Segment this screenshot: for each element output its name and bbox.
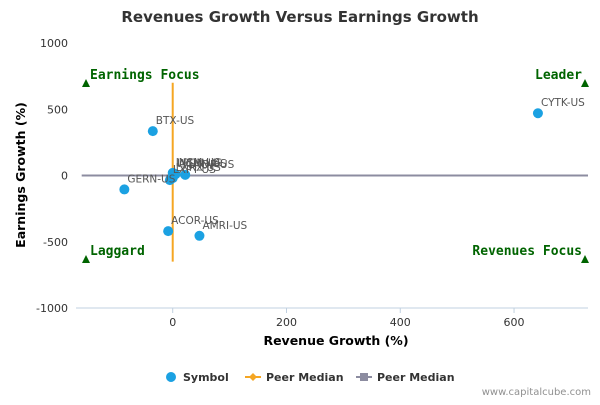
- data-point-btx-us[interactable]: [147, 126, 158, 137]
- data-point-lxpt-us[interactable]: [164, 175, 175, 186]
- quadrant-labels: Earnings Focus Leader Laggard Revenues Focu…: [82, 68, 589, 263]
- legend: Symbol Peer Median Peer Median: [166, 371, 455, 384]
- point-label-lxrx-us: LXRX-US: [176, 162, 221, 174]
- y-axis-ticks: 1000 500 0 -500 -1000: [36, 37, 68, 315]
- chart-title: Revenues Growth Versus Earnings Growth: [121, 8, 478, 26]
- x-tick-label: 400: [390, 316, 411, 329]
- point-label-btx-us: BTX-US: [156, 115, 195, 127]
- x-axis-title: Revenue Growth (%): [263, 333, 408, 348]
- legend-label: Symbol: [183, 371, 229, 384]
- quadrant-marker-triangle: [82, 255, 90, 263]
- point-label-gern-us: GERN-US: [127, 173, 175, 185]
- legend-symbol-circle: [166, 372, 176, 382]
- legend-diamond-marker: [249, 373, 257, 381]
- point-label-amri-us: AMRI-US: [202, 220, 247, 232]
- point-label-acor-us: ACOR-US: [171, 215, 219, 227]
- quadrant-marker-triangle: [82, 79, 90, 87]
- data-point-gern-us[interactable]: [119, 184, 130, 195]
- quadrant-label-bottom-left: Laggard: [90, 244, 145, 259]
- data-point-amri-us[interactable]: [194, 230, 205, 241]
- data-point-acor-us[interactable]: [163, 226, 174, 237]
- point-label-insm-us: INSM-US: [176, 157, 221, 169]
- quadrant-label-top-left: Earnings Focus: [90, 68, 200, 83]
- y-tick-label: -500: [43, 236, 68, 249]
- quadrant-label-top-right: Leader: [535, 68, 582, 83]
- x-tick-label: 600: [504, 316, 525, 329]
- credit-text: www.capitalcube.com: [482, 387, 591, 398]
- legend-label: Peer Median: [266, 371, 344, 384]
- peer-median-lines: [81, 82, 588, 262]
- quadrant-marker-triangle: [581, 79, 589, 87]
- point-label-cytk-us: CYTK-US: [541, 97, 585, 109]
- point-label-achn-us: ACHN-US: [179, 158, 228, 170]
- x-axis-ticks: 0 200 400 600: [169, 308, 525, 329]
- point-label-lxpt-us: LXPT-US: [173, 164, 216, 176]
- y-tick-label: -1000: [36, 302, 68, 315]
- data-point-lndp-us[interactable]: [180, 169, 191, 180]
- point-label-lpcn-us: LPCN-US: [177, 158, 223, 170]
- quadrant-label-bottom-right: Revenues Focus: [472, 244, 582, 259]
- y-tick-label: 500: [47, 103, 68, 116]
- legend-square-marker: [360, 373, 368, 381]
- data-points: [119, 108, 543, 241]
- legend-label: Peer Median: [377, 371, 455, 384]
- data-point-cytk-us[interactable]: [532, 108, 543, 119]
- y-tick-label: 0: [61, 170, 68, 183]
- x-tick-label: 0: [169, 316, 176, 329]
- y-tick-label: 1000: [40, 37, 68, 50]
- y-axis-title: Earnings Growth (%): [13, 102, 28, 248]
- point-label-lndp-us: LNDP-US: [188, 159, 234, 171]
- quadrant-marker-triangle: [581, 255, 589, 263]
- x-tick-label: 200: [276, 316, 297, 329]
